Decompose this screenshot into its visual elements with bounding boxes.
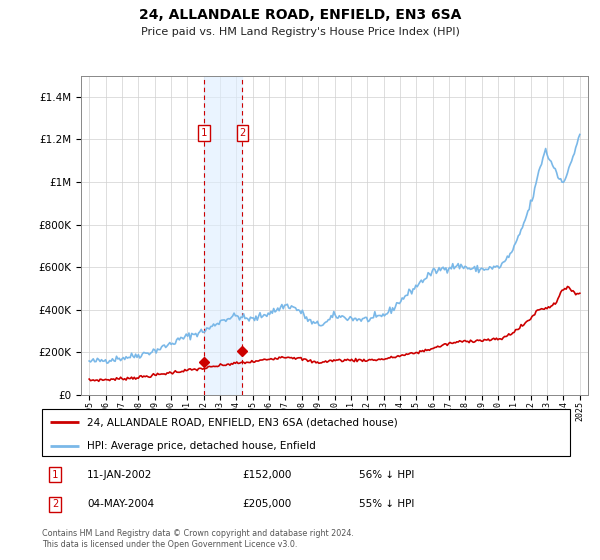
Text: Price paid vs. HM Land Registry's House Price Index (HPI): Price paid vs. HM Land Registry's House … (140, 27, 460, 37)
Text: 2: 2 (52, 500, 58, 509)
Text: 1: 1 (52, 470, 58, 480)
Text: Contains HM Land Registry data © Crown copyright and database right 2024.
This d: Contains HM Land Registry data © Crown c… (42, 529, 354, 549)
Text: 24, ALLANDALE ROAD, ENFIELD, EN3 6SA: 24, ALLANDALE ROAD, ENFIELD, EN3 6SA (139, 8, 461, 22)
Text: 2: 2 (239, 128, 245, 138)
Text: 24, ALLANDALE ROAD, ENFIELD, EN3 6SA (detached house): 24, ALLANDALE ROAD, ENFIELD, EN3 6SA (de… (87, 417, 398, 427)
Text: £152,000: £152,000 (242, 470, 292, 480)
Bar (204, 76, 242, 395)
Text: 1: 1 (201, 128, 207, 138)
Text: 11-JAN-2002: 11-JAN-2002 (87, 470, 152, 480)
Text: 55% ↓ HPI: 55% ↓ HPI (359, 500, 414, 509)
Text: 56% ↓ HPI: 56% ↓ HPI (359, 470, 414, 480)
Text: HPI: Average price, detached house, Enfield: HPI: Average price, detached house, Enfi… (87, 441, 316, 451)
Text: £205,000: £205,000 (242, 500, 292, 509)
Text: 04-MAY-2004: 04-MAY-2004 (87, 500, 154, 509)
